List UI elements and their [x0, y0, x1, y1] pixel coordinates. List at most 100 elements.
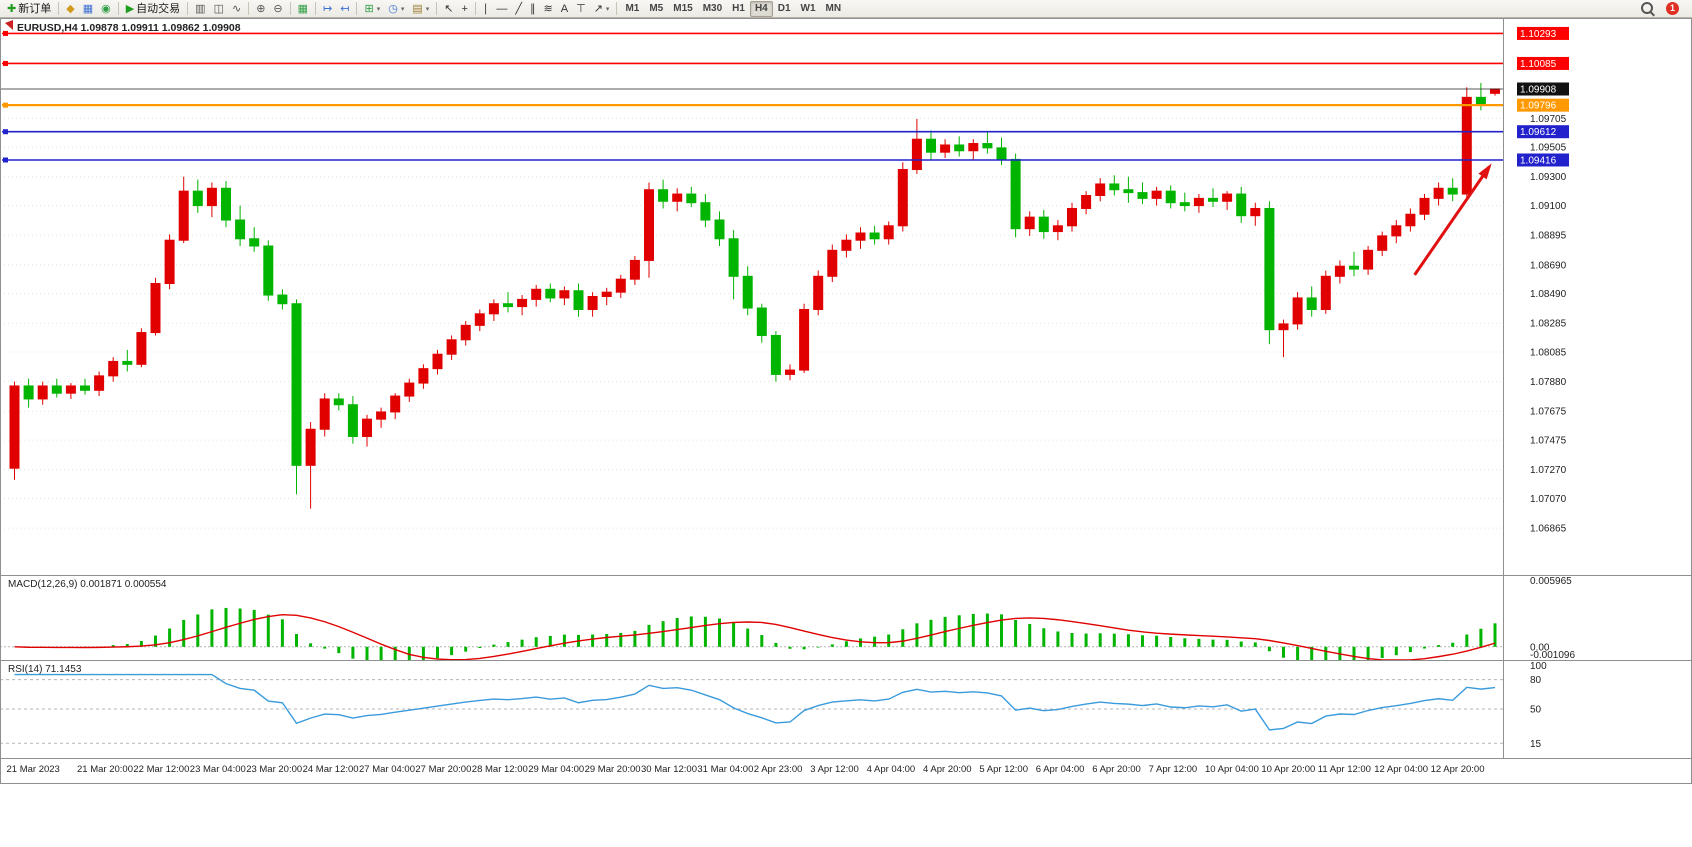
- candle: [305, 422, 316, 509]
- templates-button[interactable]: ▤ ▾: [408, 1, 433, 17]
- autotrade-button[interactable]: ▶ 自动交易: [122, 1, 184, 17]
- horizontal-line[interactable]: [2, 157, 1503, 163]
- rsi-tick-label: 100: [1530, 661, 1547, 672]
- price-scale[interactable]: 1.09705 1.09505 1.09300 1.09100 1.08895 1.086…: [1517, 26, 1575, 750]
- horizontal-lines[interactable]: [0, 30, 1503, 163]
- zoom-out-icon[interactable]: ⊖: [269, 1, 286, 17]
- horizontal-line[interactable]: [2, 129, 1503, 135]
- time-label: 23 Mar 20:00: [246, 764, 302, 775]
- horizontal-line[interactable]: [2, 30, 1503, 36]
- timeframe-button-h1[interactable]: H1: [727, 1, 750, 17]
- line-handle[interactable]: [3, 102, 8, 108]
- channel-icon: ∥: [530, 2, 536, 15]
- timeframe-button-mn[interactable]: MN: [821, 1, 847, 17]
- search-button[interactable]: [1633, 1, 1662, 17]
- zoom-in-icon[interactable]: ⊕: [252, 1, 269, 17]
- line-handle[interactable]: [3, 129, 8, 135]
- macd-tick-label: 0.00: [1530, 642, 1550, 653]
- line-chart-icon: ∿: [231, 2, 242, 15]
- vertical-line-icon[interactable]: ∣: [479, 1, 493, 17]
- candle: [1292, 292, 1303, 330]
- horizontal-line-icon: ―: [496, 2, 508, 15]
- text-icon[interactable]: A: [557, 1, 572, 17]
- candle: [1052, 220, 1063, 241]
- bar-chart-icon[interactable]: ▥: [191, 1, 209, 17]
- arrow-annotation[interactable]: [1413, 163, 1492, 276]
- line-handle[interactable]: [3, 60, 8, 66]
- channel-icon[interactable]: ∥: [526, 1, 540, 17]
- market-watch-icon[interactable]: ◆: [62, 1, 78, 17]
- candle: [206, 182, 217, 218]
- candle: [1405, 208, 1416, 232]
- candle: [1334, 260, 1345, 284]
- chart-shift-icon: ↤: [340, 2, 350, 15]
- crosshair-icon[interactable]: +: [457, 1, 471, 17]
- time-label: 7 Apr 12:00: [1149, 764, 1198, 775]
- candle: [1010, 153, 1021, 238]
- line-handle[interactable]: [3, 157, 8, 163]
- timeframe-button-m1[interactable]: M1: [620, 1, 644, 17]
- time-axis[interactable]: 21 Mar 2023 21 Mar 20:00 22 Mar 12:00 23 Ma…: [7, 764, 1485, 775]
- timeframe-button-m5[interactable]: M5: [644, 1, 668, 17]
- line-chart-icon[interactable]: ∿: [228, 1, 245, 17]
- new-order-button[interactable]: ✚ 新订单: [3, 1, 55, 17]
- chart-shift-icon[interactable]: ↤: [336, 1, 353, 17]
- indicators-button[interactable]: ⊞ ▾: [360, 1, 384, 17]
- time-label: 28 Mar 12:00: [472, 764, 528, 775]
- trendline-icon[interactable]: ╱: [511, 1, 526, 17]
- candle: [94, 371, 105, 397]
- price-tick-label: 1.09505: [1530, 143, 1567, 154]
- price-tick-label: 1.07270: [1530, 465, 1567, 476]
- grid: [0, 117, 1503, 529]
- svg-text:1.09416: 1.09416: [1520, 155, 1557, 166]
- candle: [1222, 191, 1233, 210]
- time-label: 30 Mar 12:00: [641, 764, 697, 775]
- timeframe-button-h4[interactable]: H4: [749, 0, 773, 17]
- horizontal-line-icon[interactable]: ―: [492, 1, 511, 17]
- candlestick-chart-icon[interactable]: ◫: [210, 1, 228, 17]
- candle: [376, 407, 387, 428]
- text-label-icon[interactable]: ⊤: [572, 1, 590, 17]
- candle: [1123, 176, 1134, 203]
- auto-scroll-icon[interactable]: ↦: [319, 1, 336, 17]
- periods-button[interactable]: ◷ ▾: [384, 1, 408, 17]
- macd-label: MACD(12,26,9) 0.001871 0.000554: [8, 579, 167, 590]
- price-tick-label: 1.07675: [1530, 407, 1567, 418]
- candle: [1419, 194, 1430, 221]
- horizontal-line[interactable]: [2, 60, 1503, 66]
- horizontal-line[interactable]: [2, 102, 1503, 108]
- candle: [9, 381, 20, 480]
- navigator-icon[interactable]: ◉: [97, 1, 115, 17]
- candle: [1320, 270, 1331, 314]
- time-label: 24 Mar 12:00: [303, 764, 359, 775]
- candle: [813, 270, 824, 316]
- auto-scroll-icon: ↦: [323, 2, 333, 15]
- dropdown-arrow-icon: ▾: [400, 5, 405, 13]
- candle: [474, 309, 485, 332]
- data-window-icon[interactable]: ▦: [79, 1, 97, 17]
- search-icon: [1641, 1, 1653, 14]
- notification-badge[interactable]: 1: [1666, 2, 1679, 15]
- cursor-icon[interactable]: ↖: [440, 1, 457, 17]
- time-label: 6 Apr 04:00: [1036, 764, 1085, 775]
- time-label: 27 Mar 04:00: [359, 764, 415, 775]
- dropdown-arrow-icon: ▾: [605, 5, 610, 13]
- timeframe-button-m15[interactable]: M15: [668, 1, 697, 17]
- timeframe-button-d1[interactable]: D1: [773, 1, 796, 17]
- time-label: 23 Mar 04:00: [190, 764, 246, 775]
- one-click-trading-icon[interactable]: [5, 20, 13, 30]
- candle: [672, 188, 683, 212]
- fibonacci-icon[interactable]: ≋: [540, 1, 557, 17]
- candle: [347, 396, 358, 444]
- timeframe-button-w1[interactable]: W1: [796, 1, 821, 17]
- candle: [192, 179, 203, 213]
- arrows-button[interactable]: ↗ ▾: [590, 1, 614, 17]
- candle: [756, 303, 767, 343]
- candle: [954, 136, 965, 157]
- time-label: 29 Mar 20:00: [585, 764, 641, 775]
- candle: [841, 234, 852, 258]
- candle: [122, 349, 133, 372]
- tile-windows-icon[interactable]: ▦: [294, 1, 312, 17]
- line-handle[interactable]: [3, 30, 8, 36]
- timeframe-button-m30[interactable]: M30: [698, 1, 727, 17]
